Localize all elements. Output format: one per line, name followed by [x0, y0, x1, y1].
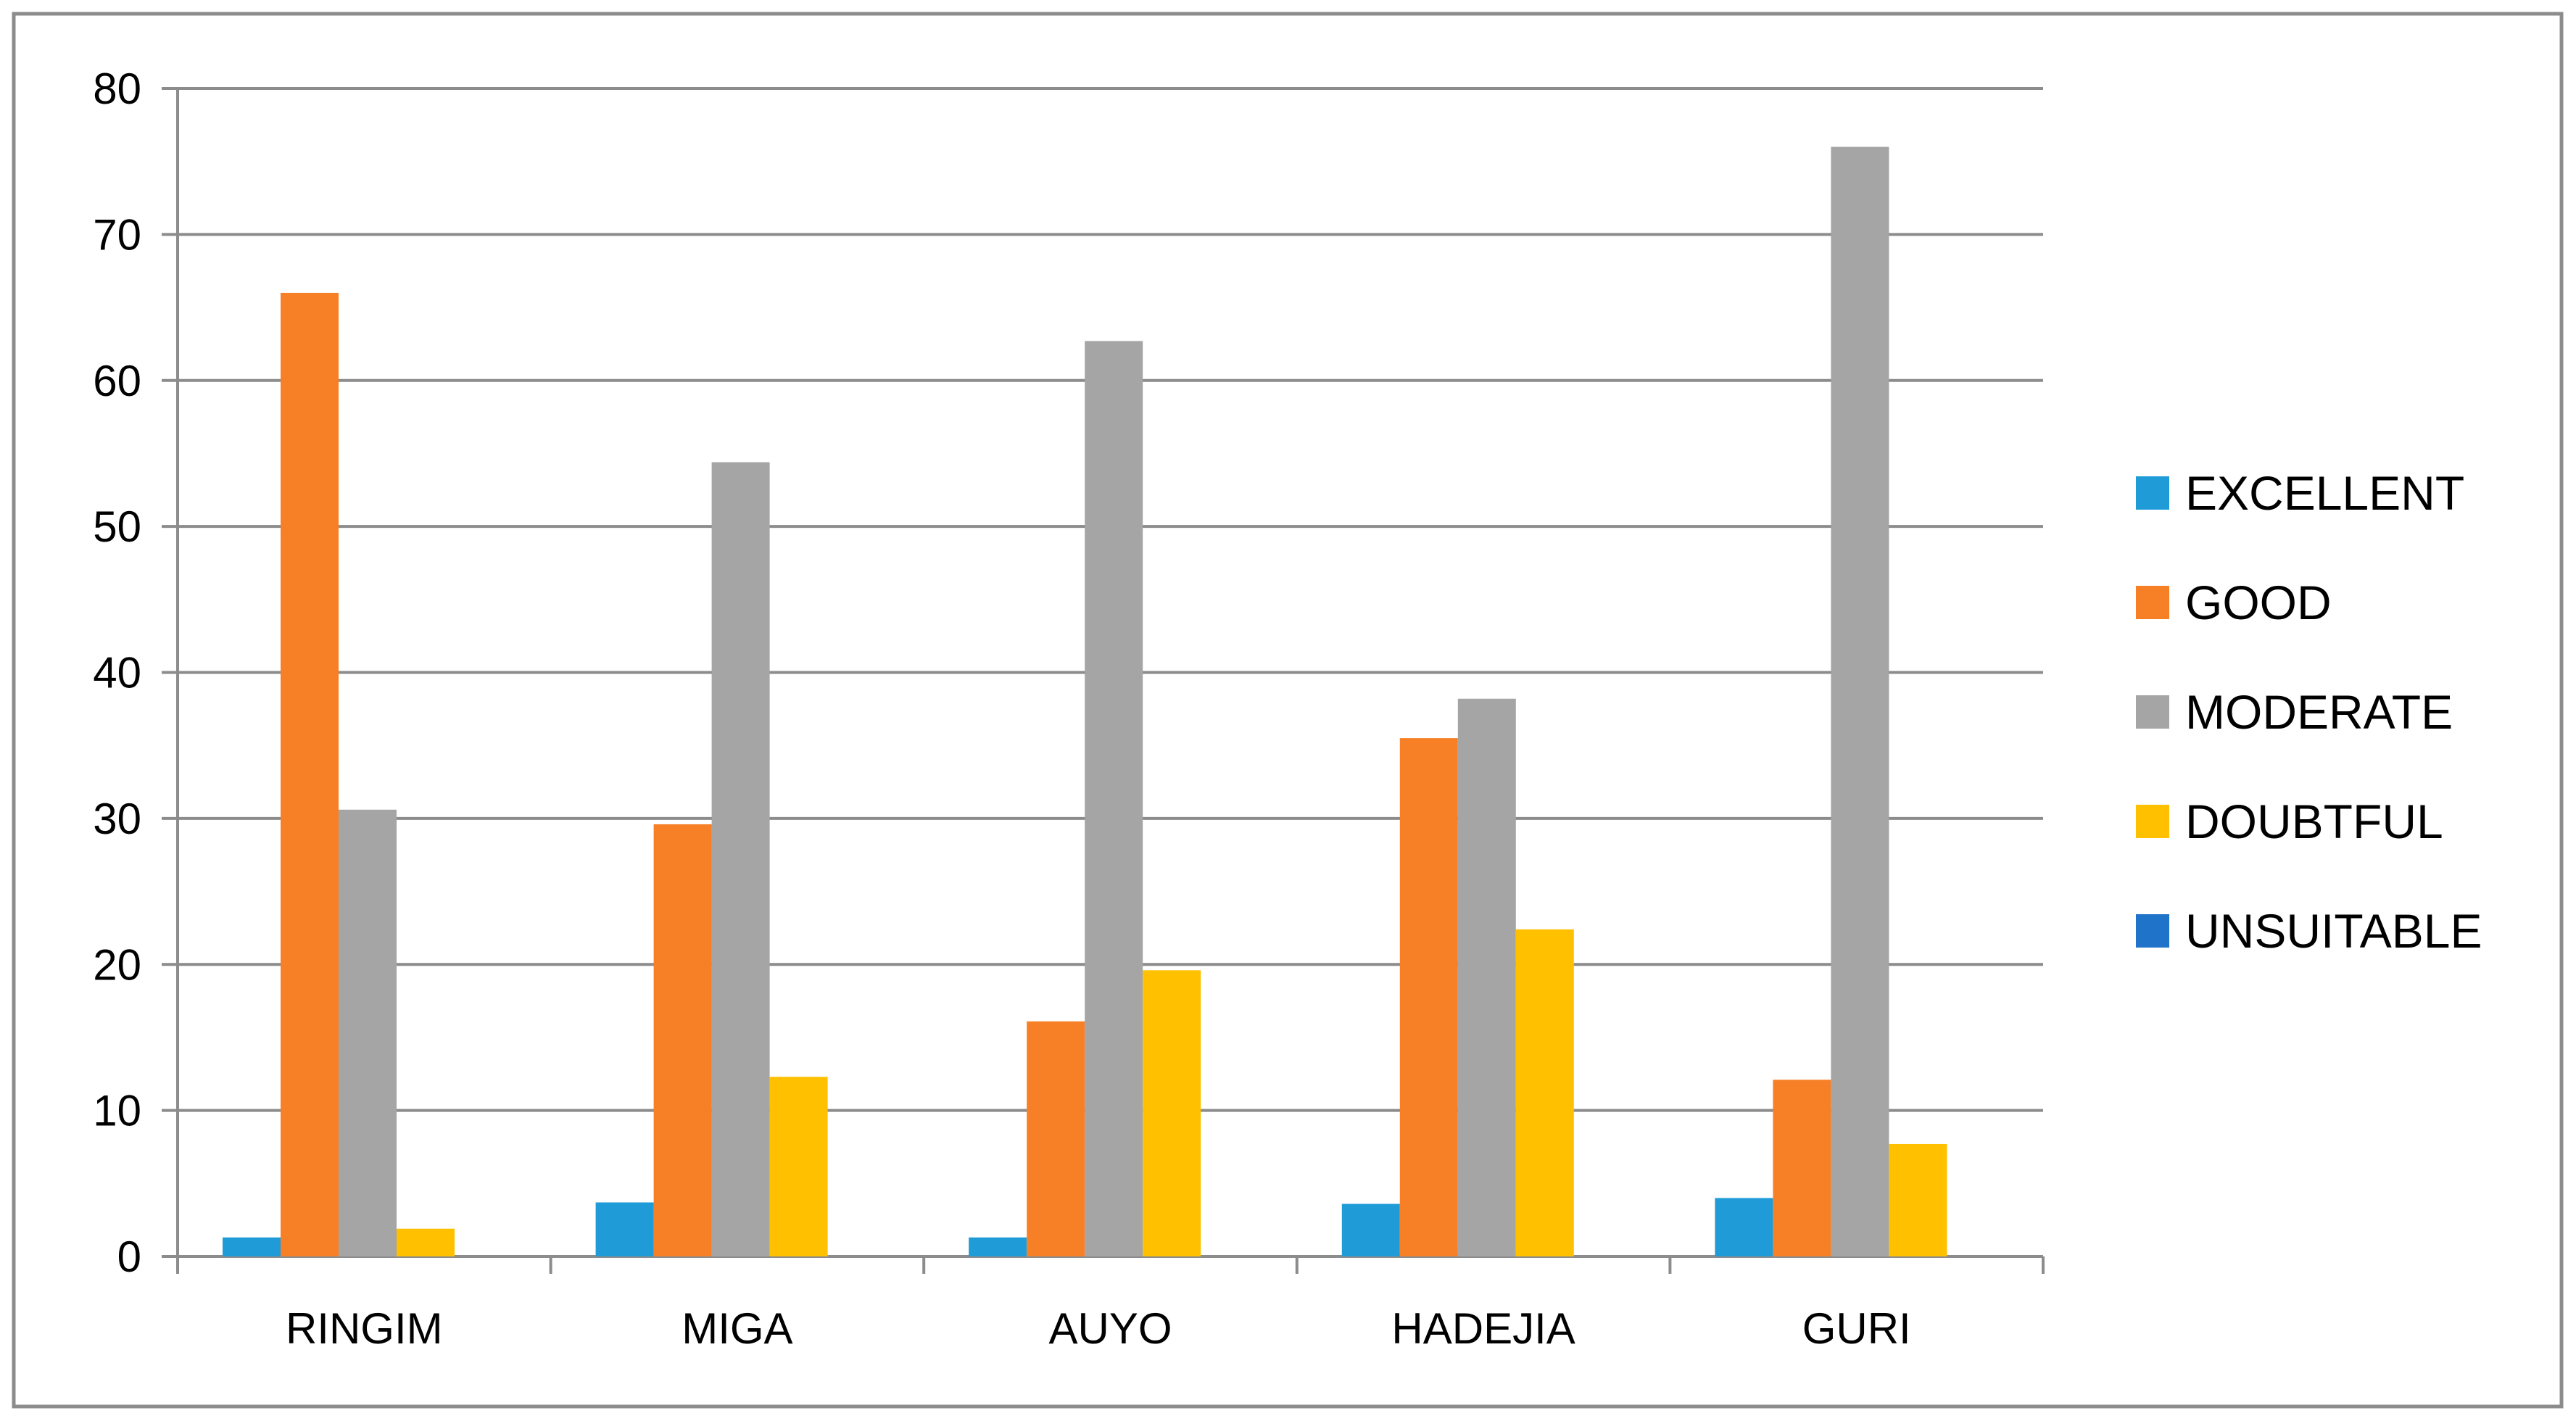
- bar-guri-doubtful: [1889, 1143, 1947, 1256]
- y-axis-tick-labels: 0 10 20 30 40 50 60 70 80: [93, 65, 141, 1281]
- bar-guri-moderate: [1831, 146, 1889, 1256]
- y-tick-label: 50: [93, 502, 141, 551]
- legend-label-doubtful: DOUBTFUL: [2185, 795, 2443, 848]
- x-tick-label-ringim: RINGIM: [286, 1304, 443, 1353]
- bar-hadejia-doubtful: [1515, 929, 1574, 1256]
- bar-auyo-excellent: [969, 1237, 1027, 1256]
- legend-item-unsuitable: UNSUITABLE: [2136, 904, 2482, 958]
- y-tick-label: 60: [93, 357, 141, 405]
- legend-swatch-doubtful: [2136, 805, 2169, 838]
- legend-item-doubtful: DOUBTFUL: [2136, 795, 2443, 848]
- y-tick-label: 10: [93, 1087, 141, 1135]
- legend-label-unsuitable: UNSUITABLE: [2185, 904, 2482, 958]
- bar-auyo-moderate: [1085, 341, 1143, 1256]
- y-tick-label: 0: [117, 1232, 141, 1281]
- x-tick-label-miga: MIGA: [682, 1304, 792, 1353]
- x-tick-label-hadejia: HADEJIA: [1391, 1304, 1575, 1353]
- x-tick-label-auyo: AUYO: [1048, 1304, 1172, 1353]
- legend-label-good: GOOD: [2185, 576, 2332, 629]
- bar-miga-excellent: [595, 1202, 654, 1256]
- bar-miga-doubtful: [769, 1077, 828, 1256]
- bar-ringim-good: [281, 292, 339, 1256]
- legend-label-moderate: MODERATE: [2185, 685, 2453, 739]
- bar-miga-moderate: [711, 462, 770, 1256]
- bar-auyo-good: [1027, 1021, 1085, 1256]
- legend-swatch-unsuitable: [2136, 914, 2169, 948]
- x-tick-label-guri: GURI: [1802, 1304, 1911, 1353]
- y-tick-label: 80: [93, 65, 141, 113]
- bar-ringim-doubtful: [397, 1228, 455, 1256]
- y-tick-label: 70: [93, 210, 141, 259]
- bar-guri-good: [1773, 1080, 1831, 1256]
- bar-hadejia-good: [1399, 738, 1458, 1256]
- y-tick-label: 40: [93, 649, 141, 697]
- bar-ringim-moderate: [339, 809, 397, 1256]
- legend-label-excellent: EXCELLENT: [2185, 466, 2464, 520]
- legend: EXCELLENT GOOD MODERATE DOUBTFUL UNSUITABLE: [2136, 466, 2482, 958]
- legend-swatch-excellent: [2136, 476, 2169, 510]
- legend-item-moderate: MODERATE: [2136, 685, 2453, 739]
- bar-miga-good: [653, 824, 712, 1256]
- bars: [223, 146, 1947, 1256]
- bar-auyo-doubtful: [1143, 970, 1201, 1256]
- legend-swatch-good: [2136, 586, 2169, 619]
- bar-hadejia-excellent: [1341, 1204, 1400, 1256]
- legend-item-good: GOOD: [2136, 576, 2332, 629]
- bar-guri-excellent: [1715, 1198, 1773, 1256]
- legend-swatch-moderate: [2136, 695, 2169, 729]
- legend-item-excellent: EXCELLENT: [2136, 466, 2464, 520]
- x-axis-tick-labels: RINGIM MIGA AUYO HADEJIA GURI: [286, 1304, 1911, 1353]
- bar-hadejia-moderate: [1457, 698, 1516, 1256]
- y-tick-label: 30: [93, 795, 141, 843]
- y-tick-label: 20: [93, 940, 141, 989]
- bar-ringim-excellent: [223, 1237, 281, 1256]
